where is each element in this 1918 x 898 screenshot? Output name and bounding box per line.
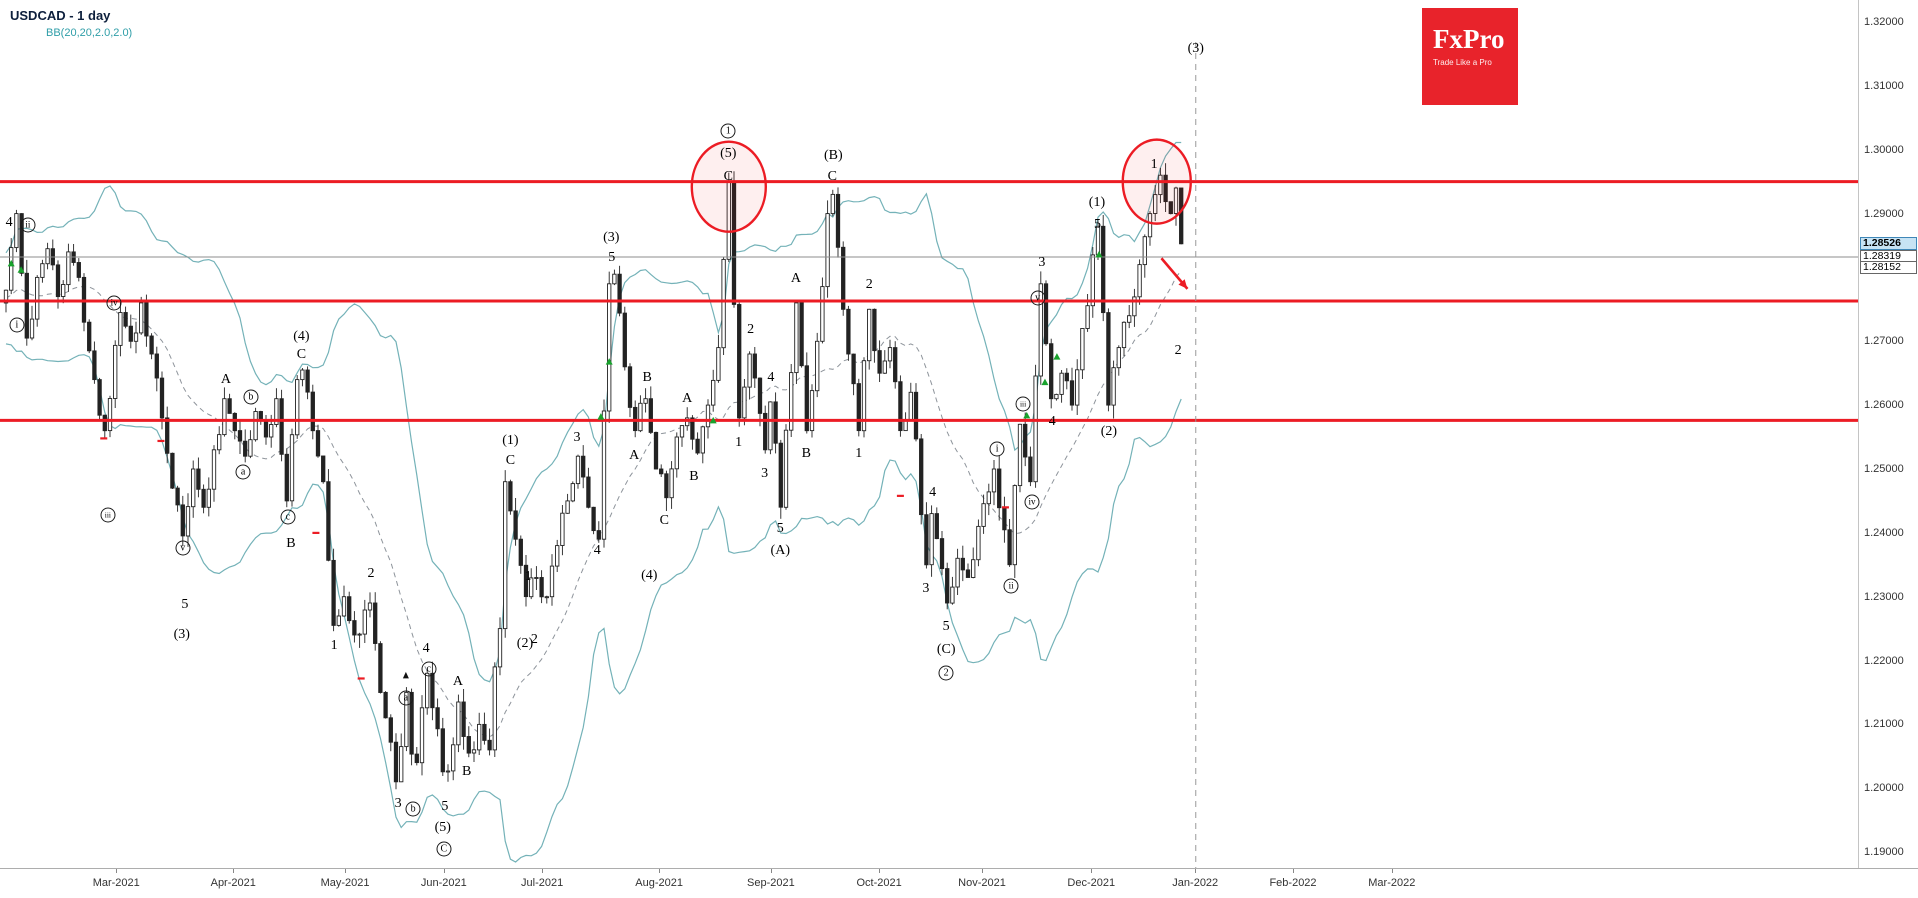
month-tick-label: Nov-2021 — [958, 877, 1006, 889]
green-arrow-marker — [605, 358, 613, 365]
indicator-label: BB(20,20,2.0,2.0) — [46, 27, 133, 39]
green-arrow-marker — [1023, 411, 1031, 419]
month-tick-mark — [982, 869, 984, 873]
black-arrow-marker — [402, 671, 409, 679]
price-tick-label: 1.27000 — [1864, 335, 1904, 348]
month-tick-mark — [345, 869, 347, 873]
wave-top-highlight-circle — [1121, 138, 1192, 225]
price-tick-label: 1.31000 — [1864, 79, 1904, 92]
month-tick-mark — [879, 869, 881, 873]
green-arrow-marker — [1053, 353, 1061, 360]
month-tick-mark — [542, 869, 544, 873]
time-axis[interactable]: Mar-2021 Apr-2021 May-2021 Jun-2021 Jul-2021… — [0, 868, 1918, 898]
month-tick-label: May-2021 — [320, 877, 370, 889]
green-arrow-marker — [1095, 250, 1103, 258]
bollinger-lower-band — [5, 343, 1182, 863]
bollinger-bands-layer — [5, 141, 1182, 863]
price-tick-label: 1.20000 — [1864, 782, 1904, 795]
green-arrow-marker — [1041, 378, 1049, 386]
price-tick-label: 1.19000 — [1864, 846, 1904, 859]
projection-arrowhead — [1178, 279, 1188, 289]
candles-layer — [3, 163, 1184, 790]
price-tick-label: 1.24000 — [1864, 526, 1904, 539]
red-dash-marker — [357, 677, 365, 680]
bollinger-middle-band — [5, 270, 1182, 738]
symbol-title: USDCAD - 1 day — [10, 8, 111, 23]
month-tick-label: Feb-2022 — [1269, 877, 1317, 889]
price-tick-label: 1.30000 — [1864, 143, 1904, 156]
signal-markers-layer — [7, 250, 1103, 680]
red-dash-marker — [100, 437, 108, 440]
price-tick-label: 1.29000 — [1864, 207, 1904, 220]
price-tick-label: 1.26000 — [1864, 399, 1904, 412]
month-tick-mark — [443, 869, 445, 873]
fxpro-logo: FxPro Trade Like a Pro — [1422, 8, 1518, 105]
current-price-box: 1.28526 — [1860, 236, 1917, 250]
month-tick-label: Apr-2021 — [210, 877, 256, 889]
red-dash-marker — [896, 494, 904, 497]
price-level-box: 1.28152 — [1860, 260, 1917, 274]
levels-layer — [0, 42, 1858, 868]
month-tick-mark — [1293, 869, 1294, 873]
month-tick-label: Aug-2021 — [635, 877, 683, 889]
month-tick-mark — [116, 869, 118, 873]
fxpro-logo-tagline: Trade Like a Pro — [1433, 58, 1492, 67]
month-tick-mark — [1195, 869, 1197, 873]
green-arrow-marker — [597, 413, 605, 420]
month-tick-mark — [1391, 869, 1393, 873]
price-tick-label: 1.23000 — [1864, 590, 1904, 603]
month-tick-label: Sep-2021 — [747, 877, 795, 889]
fxpro-logo-name: FxPro — [1433, 24, 1505, 54]
month-tick-label: Jan-2022 — [1172, 877, 1219, 889]
month-tick-label: Oct-2021 — [856, 877, 902, 889]
green-arrow-marker — [17, 266, 25, 273]
month-tick-mark — [1091, 869, 1093, 873]
red-dash-marker — [312, 531, 320, 534]
price-tick-label: 1.25000 — [1864, 462, 1904, 475]
month-tick-mark — [770, 869, 772, 873]
month-tick-label: Mar-2021 — [92, 877, 140, 889]
month-tick-label: Jul-2021 — [521, 877, 564, 889]
price-chart-canvas[interactable] — [0, 0, 1858, 868]
chart-header: USDCAD - 1 day BB(20,20,2.0,2.0) — [10, 8, 132, 39]
month-tick-mark — [233, 869, 235, 873]
bollinger-upper-band — [5, 141, 1182, 683]
month-tick-label: Dec-2021 — [1067, 877, 1116, 889]
price-axis[interactable]: 1.32000 1.31000 1.30000 1.29000 1.27000 1.260… — [1858, 0, 1918, 868]
green-arrow-marker — [709, 416, 717, 424]
red-dash-marker — [1001, 506, 1009, 509]
month-tick-label: Mar-2022 — [1368, 877, 1416, 889]
month-tick-label: Jun-2021 — [420, 877, 467, 889]
wave-top-highlight-circle — [690, 140, 767, 233]
price-tick-label: 1.22000 — [1864, 654, 1904, 667]
price-tick-label: 1.21000 — [1864, 718, 1904, 731]
red-dash-marker — [157, 439, 165, 443]
green-arrow-marker — [7, 259, 15, 267]
price-tick-label: 1.32000 — [1864, 16, 1904, 28]
month-tick-mark — [659, 869, 661, 873]
